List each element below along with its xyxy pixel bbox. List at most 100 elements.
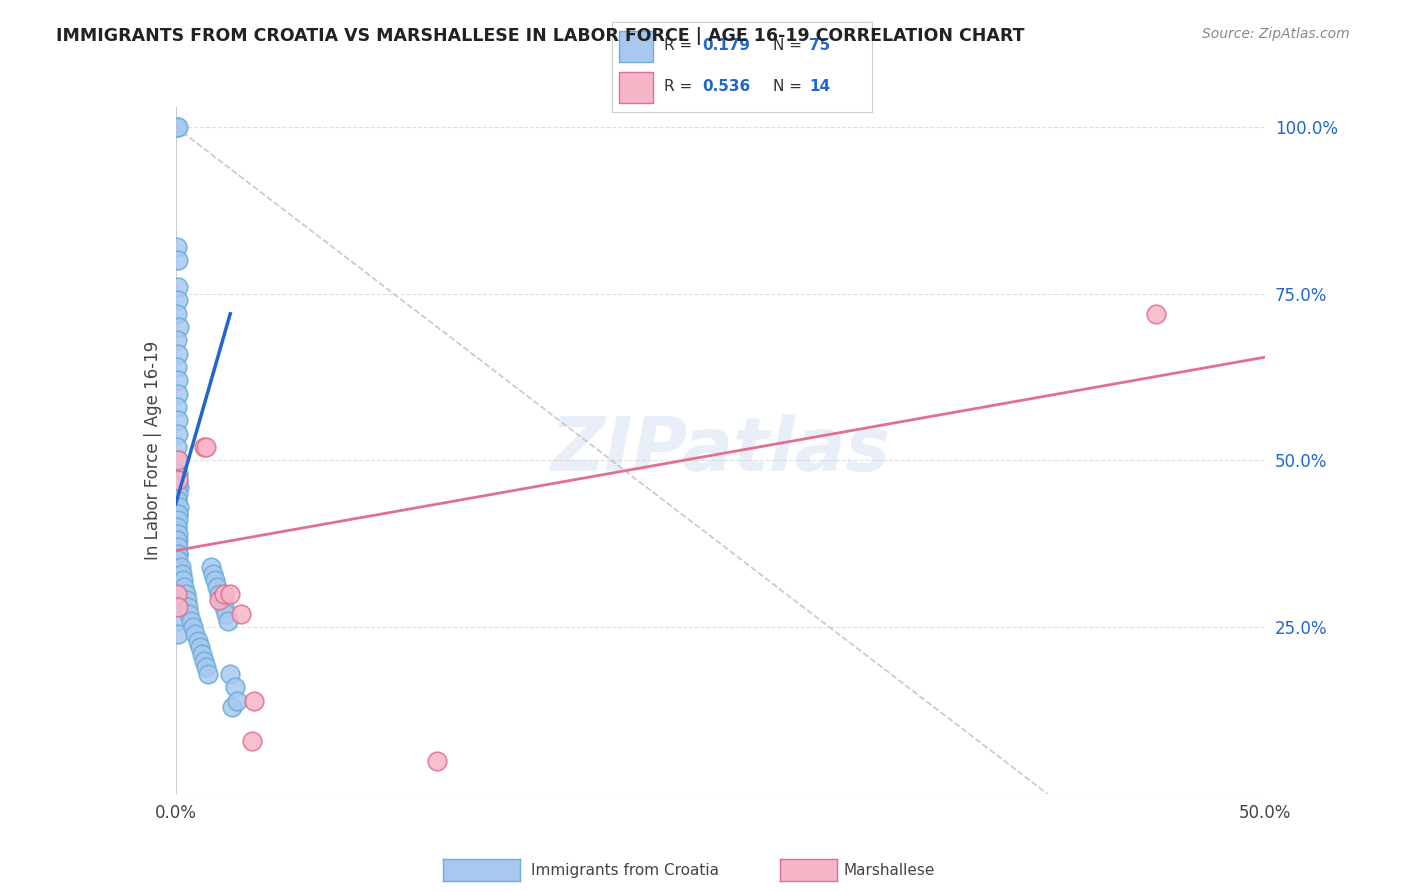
Point — [225, 693, 247, 707]
Point — [240, 733, 263, 747]
Text: 75: 75 — [810, 38, 831, 53]
Point — [166, 493, 188, 508]
Point — [224, 680, 246, 694]
Point — [174, 587, 197, 601]
Point — [212, 600, 235, 615]
Point — [166, 307, 188, 321]
Point — [166, 374, 188, 388]
Point — [177, 607, 200, 621]
Point — [208, 593, 231, 607]
Point — [166, 440, 188, 454]
FancyBboxPatch shape — [620, 72, 654, 103]
Point — [1144, 307, 1167, 321]
Point — [197, 666, 219, 681]
Point — [167, 507, 190, 521]
Point — [173, 580, 195, 594]
Point — [167, 533, 190, 548]
Point — [205, 580, 228, 594]
Point — [166, 280, 188, 294]
Point — [166, 600, 188, 615]
Point — [211, 593, 233, 607]
Point — [167, 480, 190, 494]
Point — [166, 360, 188, 375]
Point — [215, 607, 238, 621]
Text: 0.179: 0.179 — [703, 38, 751, 53]
Point — [167, 467, 190, 481]
Point — [166, 533, 188, 548]
Point — [243, 693, 266, 707]
Point — [186, 633, 209, 648]
Point — [166, 627, 188, 641]
Text: Source: ZipAtlas.com: Source: ZipAtlas.com — [1202, 27, 1350, 41]
Point — [166, 600, 188, 615]
Point — [167, 413, 190, 427]
Point — [219, 666, 242, 681]
Point — [212, 587, 235, 601]
Point — [208, 587, 231, 601]
Point — [200, 560, 222, 574]
Point — [166, 547, 188, 561]
Text: 0.536: 0.536 — [703, 79, 751, 94]
Text: N =: N = — [773, 38, 807, 53]
Point — [166, 507, 188, 521]
Point — [201, 566, 224, 581]
Point — [166, 587, 188, 601]
Point — [219, 587, 242, 601]
Point — [167, 386, 190, 401]
Point — [167, 553, 190, 567]
Point — [167, 320, 190, 334]
Point — [167, 453, 190, 467]
Point — [193, 440, 215, 454]
Point — [195, 440, 218, 454]
Point — [177, 600, 200, 615]
Point — [170, 560, 193, 574]
Point — [221, 700, 243, 714]
Point — [167, 526, 190, 541]
Point — [181, 620, 204, 634]
Point — [167, 453, 190, 467]
Point — [167, 347, 190, 361]
Point — [167, 487, 190, 501]
Point — [166, 547, 188, 561]
Point — [167, 560, 190, 574]
Text: Marshallese: Marshallese — [844, 863, 935, 878]
Text: IMMIGRANTS FROM CROATIA VS MARSHALLESE IN LABOR FORCE | AGE 16-19 CORRELATION CH: IMMIGRANTS FROM CROATIA VS MARSHALLESE I… — [56, 27, 1025, 45]
Point — [231, 607, 253, 621]
Point — [166, 520, 188, 534]
Text: Immigrants from Croatia: Immigrants from Croatia — [531, 863, 720, 878]
Text: R =: R = — [664, 79, 697, 94]
Point — [184, 627, 207, 641]
Text: R =: R = — [664, 38, 697, 53]
Point — [167, 587, 190, 601]
Point — [204, 574, 226, 588]
Point — [166, 240, 188, 254]
Point — [167, 474, 190, 488]
Point — [167, 614, 190, 628]
Y-axis label: In Labor Force | Age 16-19: In Labor Force | Age 16-19 — [143, 341, 162, 560]
FancyBboxPatch shape — [620, 31, 654, 62]
Point — [167, 253, 190, 268]
Point — [167, 540, 190, 554]
Point — [176, 593, 198, 607]
Text: N =: N = — [773, 79, 807, 94]
Point — [193, 653, 215, 667]
Point — [167, 426, 190, 441]
Point — [167, 120, 190, 134]
Point — [166, 467, 188, 481]
Point — [166, 334, 188, 348]
Point — [172, 574, 194, 588]
Point — [166, 480, 188, 494]
Point — [166, 120, 188, 134]
Point — [191, 647, 214, 661]
Point — [166, 574, 188, 588]
Text: ZIPatlas: ZIPatlas — [551, 414, 890, 487]
Point — [180, 614, 202, 628]
Point — [172, 566, 194, 581]
Point — [167, 474, 190, 488]
Point — [167, 500, 190, 515]
Point — [166, 400, 188, 414]
Point — [195, 660, 218, 674]
Point — [166, 520, 188, 534]
Point — [167, 293, 190, 308]
Point — [166, 493, 188, 508]
